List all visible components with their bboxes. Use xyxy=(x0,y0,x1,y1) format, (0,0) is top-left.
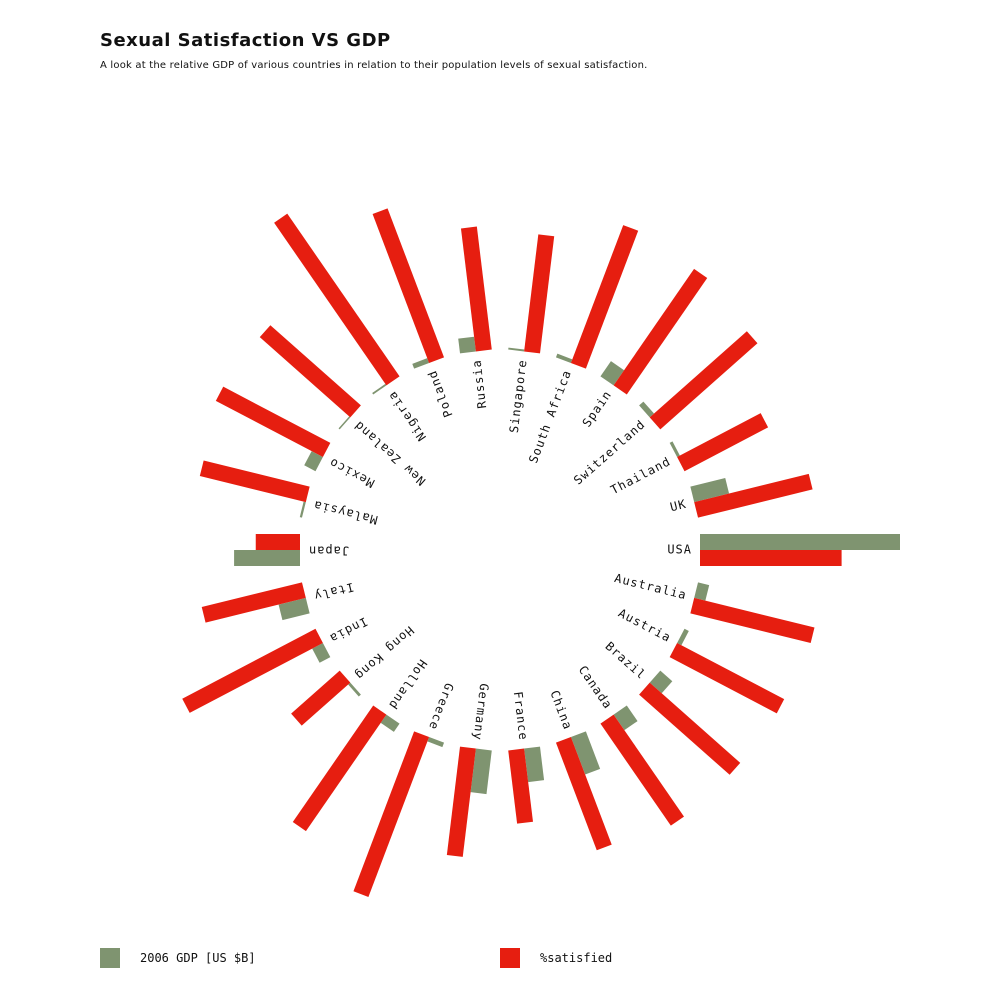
gdp-bar-malaysia xyxy=(299,501,306,518)
legend-gdp: 2006 GDP [US $B] xyxy=(100,948,256,968)
gdp-bar-australia xyxy=(694,582,710,601)
gdp-bar-switzerland xyxy=(639,401,655,418)
gdp-bar-russia xyxy=(458,336,476,354)
country-label-singapore: Singapore xyxy=(507,358,530,433)
country-label-thailand: Thailand xyxy=(608,454,673,497)
country-label-mexico: Mexico xyxy=(327,455,377,490)
country-label-brazil: Brazil xyxy=(602,639,648,682)
gdp-bar-singapore xyxy=(508,347,525,352)
country-label-south-africa: South Africa xyxy=(526,368,574,465)
legend-gdp-label: 2006 GDP [US $B] xyxy=(140,951,256,965)
satisfied-bar-malaysia xyxy=(199,460,310,503)
gdp-bar-poland xyxy=(412,358,430,369)
gdp-bar-italy xyxy=(278,597,310,621)
satisfied-bar-canada xyxy=(600,714,684,826)
satisfied-bar-thailand xyxy=(677,413,769,472)
country-label-russia: Russia xyxy=(469,359,489,410)
chart-title: Sexual Satisfaction VS GDP xyxy=(100,30,391,51)
gdp-bar-brazil xyxy=(649,670,673,694)
legend-satisfied-label: %satisfied xyxy=(540,951,613,965)
legend-gdp-swatch xyxy=(100,948,120,968)
satisfied-bar-russia xyxy=(460,226,492,352)
country-label-spain: Spain xyxy=(580,388,615,430)
gdp-bar-china xyxy=(570,731,601,775)
satisfied-bar-uk xyxy=(694,473,813,518)
gdp-bar-usa xyxy=(700,534,900,550)
gdp-bar-mexico xyxy=(304,451,323,472)
satisfied-series xyxy=(182,208,842,897)
country-label-austria: Austria xyxy=(616,606,673,645)
gdp-bar-india xyxy=(312,642,331,663)
satisfied-bar-nigeria xyxy=(274,213,400,386)
gdp-bar-new-zealand xyxy=(338,416,351,430)
gdp-bar-germany xyxy=(470,748,492,795)
gdp-bar-japan xyxy=(234,550,300,566)
gdp-bar-uk xyxy=(690,478,730,503)
country-label-china: China xyxy=(547,688,575,731)
satisfied-bar-greece xyxy=(353,731,430,897)
legend-satisfied-swatch xyxy=(500,948,520,968)
satisfied-bar-austria xyxy=(669,642,785,714)
country-label-holland: Holland xyxy=(386,657,430,712)
satisfied-bar-france xyxy=(508,748,533,824)
gdp-bar-thailand xyxy=(669,441,680,458)
country-label-poland: Poland xyxy=(425,368,456,419)
country-label-japan: Japan xyxy=(308,544,349,558)
country-label-australia: Australia xyxy=(613,571,688,602)
satisfied-bar-hong-kong xyxy=(291,670,351,726)
satisfied-bar-mexico xyxy=(215,386,331,458)
satisfied-bar-japan xyxy=(255,534,300,550)
satisfied-bar-new-zealand xyxy=(259,325,361,418)
satisfied-bar-poland xyxy=(372,208,445,363)
gdp-bar-hong-kong xyxy=(348,682,361,697)
country-label-greece: Greece xyxy=(426,681,457,732)
satisfied-bar-china xyxy=(555,737,612,851)
satisfied-bar-germany xyxy=(446,746,476,857)
satisfied-bar-south-africa xyxy=(570,225,639,369)
country-label-france: France xyxy=(511,691,531,742)
satisfied-bar-italy xyxy=(201,582,306,623)
satisfied-bar-spain xyxy=(613,268,708,395)
gdp-series xyxy=(234,336,900,795)
satisfied-bar-brazil xyxy=(639,682,741,775)
country-label-malaysia: Malaysia xyxy=(312,498,379,527)
legend-satisfied: %satisfied xyxy=(500,948,612,968)
gdp-bar-canada xyxy=(613,705,638,731)
country-label-italy: Italy xyxy=(312,580,355,603)
country-label-canada: Canada xyxy=(576,663,616,712)
country-label-nigeria: Nigeria xyxy=(385,388,429,443)
gdp-bar-spain xyxy=(600,361,625,386)
satisfied-bar-switzerland xyxy=(649,331,758,430)
gdp-bar-austria xyxy=(677,628,689,646)
gdp-bar-france xyxy=(524,746,545,783)
satisfied-bar-usa xyxy=(700,550,842,566)
gdp-bar-holland xyxy=(380,714,400,732)
satisfied-bar-australia xyxy=(690,597,815,644)
gdp-bar-south-africa xyxy=(555,353,573,363)
satisfied-bar-india xyxy=(182,628,323,713)
country-label-uk: UK xyxy=(669,497,688,515)
chart-subtitle: A look at the relative GDP of various co… xyxy=(100,60,648,71)
gdp-bar-nigeria xyxy=(372,383,387,395)
satisfied-bar-holland xyxy=(292,705,387,832)
country-label-usa: USA xyxy=(667,543,692,557)
country-label-india: India xyxy=(327,614,370,646)
satisfied-bar-singapore xyxy=(524,234,555,354)
gdp-bar-greece xyxy=(427,737,445,748)
country-label-germany: Germany xyxy=(470,683,491,742)
